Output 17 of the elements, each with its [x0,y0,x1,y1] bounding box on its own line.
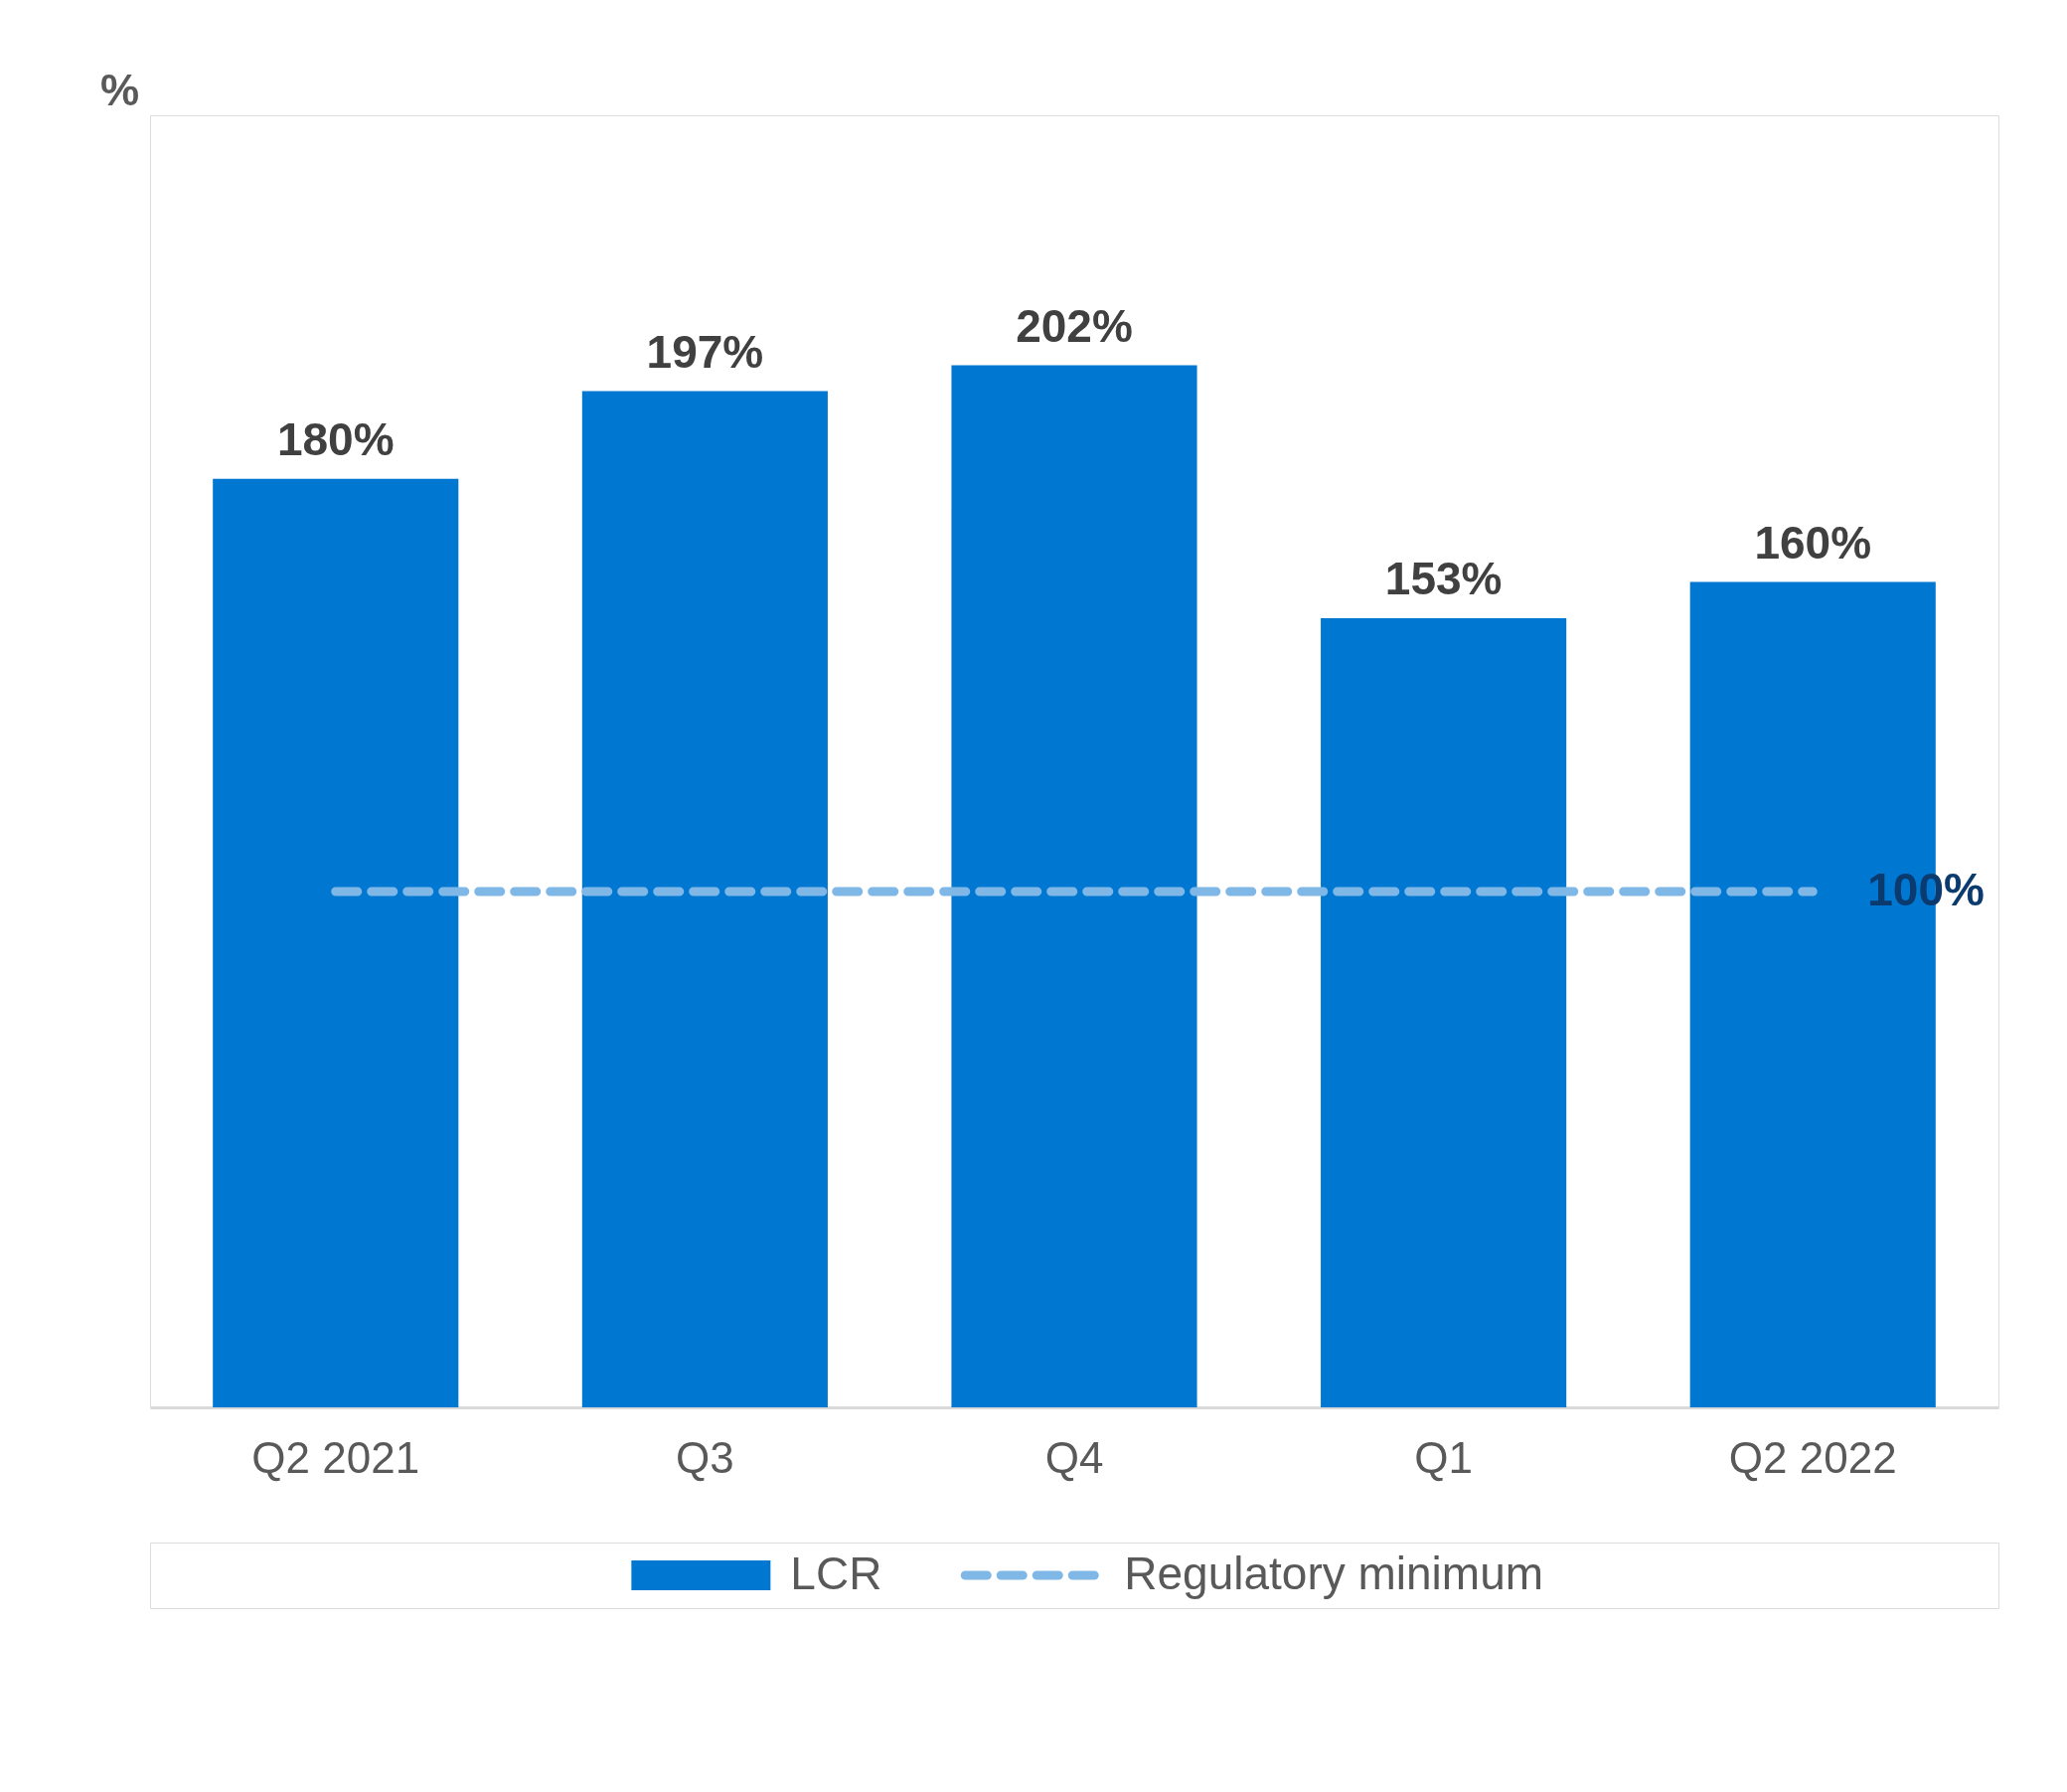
text: % [100,66,140,114]
legend-label: Regulatory minimum [1124,1548,1544,1599]
x-tick-label: Q4 [1044,1432,1104,1482]
x-tick-label: Q3 [676,1432,734,1482]
x-tick-label: Q2 2021 [251,1432,420,1482]
bar [581,391,828,1407]
data-label: 180% [276,412,395,465]
x-tick-label: Q2 2022 [1728,1432,1897,1482]
bar [1321,617,1567,1407]
bar [213,478,459,1407]
x-tick-label: Q1 [1414,1432,1473,1482]
data-label: 160% [1754,516,1872,569]
data-label: 153% [1384,552,1503,604]
data-label: 202% [1016,299,1133,352]
legend-label: LCR [790,1548,882,1599]
data-label: 197% [646,325,764,378]
bar [951,365,1197,1407]
